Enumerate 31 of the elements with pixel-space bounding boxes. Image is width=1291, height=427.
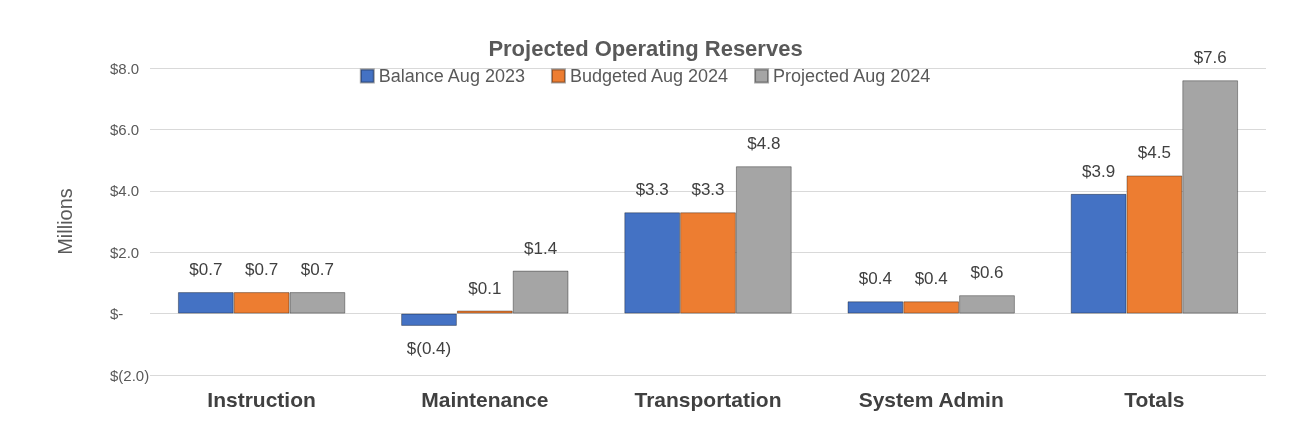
data-label: $0.4: [858, 269, 892, 289]
data-label: $3.3: [691, 180, 725, 200]
y-tick-label: $8.0: [110, 59, 140, 77]
data-label: $4.5: [1137, 143, 1171, 163]
y-tick-label: $-: [110, 305, 124, 323]
data-label: $0.7: [189, 260, 223, 280]
y-tick-label: $6.0: [110, 120, 140, 138]
data-label: $4.8: [747, 134, 781, 154]
legend-label: Budgeted Aug 2024: [569, 66, 729, 86]
legend-label: Projected Aug 2024: [773, 66, 931, 86]
y-tick-label: $(2.0): [110, 366, 150, 384]
data-label: $0.1: [468, 278, 502, 298]
chart-title: Projected Operating Reserves: [488, 35, 803, 61]
data-label: $7.6: [1193, 48, 1227, 68]
data-label: $0.7: [300, 260, 334, 280]
x-tick-label: Instruction: [207, 388, 316, 411]
x-tick-label: System Admin: [858, 388, 1004, 411]
data-label: $3.9: [1082, 161, 1116, 181]
x-tick-label: Transportation: [634, 388, 782, 411]
x-tick-label: Totals: [1124, 388, 1185, 411]
data-label: $0.7: [245, 260, 279, 280]
data-label: $3.3: [635, 180, 669, 200]
data-label: $0.6: [970, 263, 1004, 283]
data-label: $(0.4): [406, 338, 452, 358]
data-label: $1.4: [524, 238, 558, 258]
legend-label: Balance Aug 2023: [378, 66, 525, 86]
y-axis-title: Millions: [54, 188, 76, 255]
y-tick-label: $2.0: [110, 243, 140, 261]
data-label: $0.4: [914, 269, 948, 289]
y-tick-label: $4.0: [110, 182, 140, 200]
x-tick-label: Maintenance: [421, 388, 549, 411]
